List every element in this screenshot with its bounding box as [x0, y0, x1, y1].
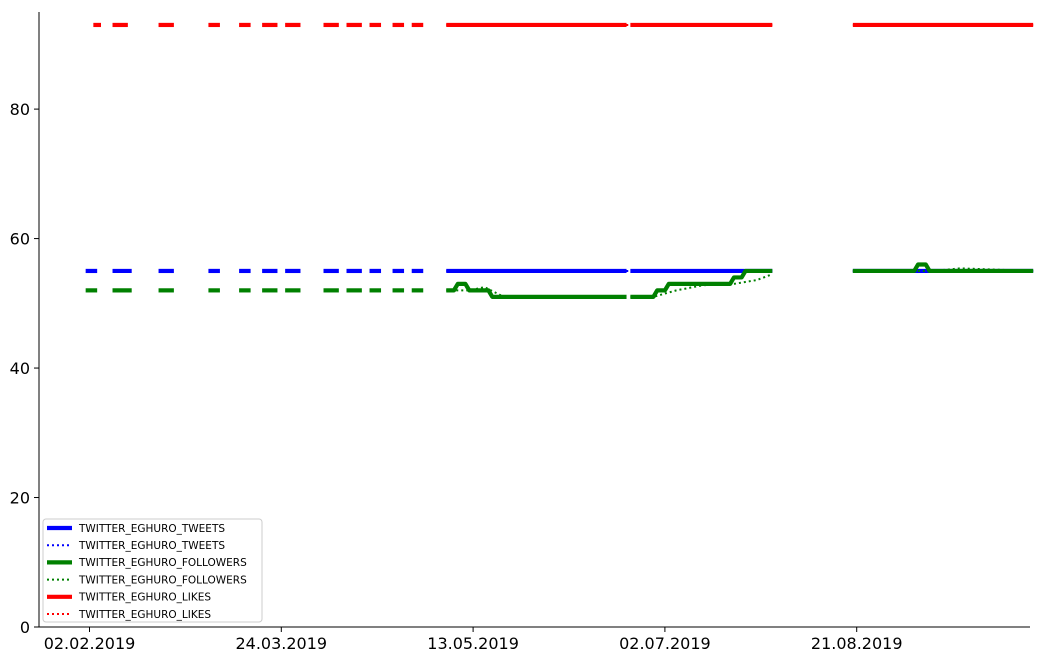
x-tick-label: 02.02.2019 — [44, 634, 136, 653]
y-tick-label: 60 — [10, 230, 30, 249]
series-2-segment-12 — [446, 281, 627, 299]
y-tick-label: 80 — [10, 100, 30, 119]
y-tick-label: 40 — [10, 359, 30, 378]
x-tick-label: 13.05.2019 — [427, 634, 519, 653]
legend: TWITTER_EGHURO_TWEETS TWITTER_EGHURO_TWEE… — [42, 518, 263, 623]
axes: 0 20 40 60 80 02.02.2019 24.03.2019 13.05.2019 0… — [10, 12, 1030, 653]
series-layer — [85, 22, 1034, 299]
legend-label: TWITTER_EGHURO_LIKES — [78, 609, 211, 621]
series-3-segment-0 — [446, 286, 627, 298]
y-tick-label: 20 — [10, 489, 30, 508]
series-3-segment-2 — [852, 267, 1034, 272]
legend-label: TWITTER_EGHURO_TWEETS — [78, 523, 225, 535]
x-tick-label: 21.08.2019 — [811, 634, 903, 653]
series-3 — [446, 267, 1034, 298]
x-tick-label: 24.03.2019 — [235, 634, 327, 653]
series-2-segment-13 — [630, 268, 773, 299]
legend-label: TWITTER_EGHURO_FOLLOWERS — [78, 574, 247, 586]
legend-label: TWITTER_EGHURO_LIKES — [78, 592, 211, 604]
x-tick-label: 02.07.2019 — [619, 634, 711, 653]
y-tick-label: 0 — [20, 618, 30, 637]
legend-label: TWITTER_EGHURO_TWEETS — [78, 540, 225, 552]
legend-label: TWITTER_EGHURO_FOLLOWERS — [78, 557, 247, 569]
legend-box — [42, 518, 263, 623]
